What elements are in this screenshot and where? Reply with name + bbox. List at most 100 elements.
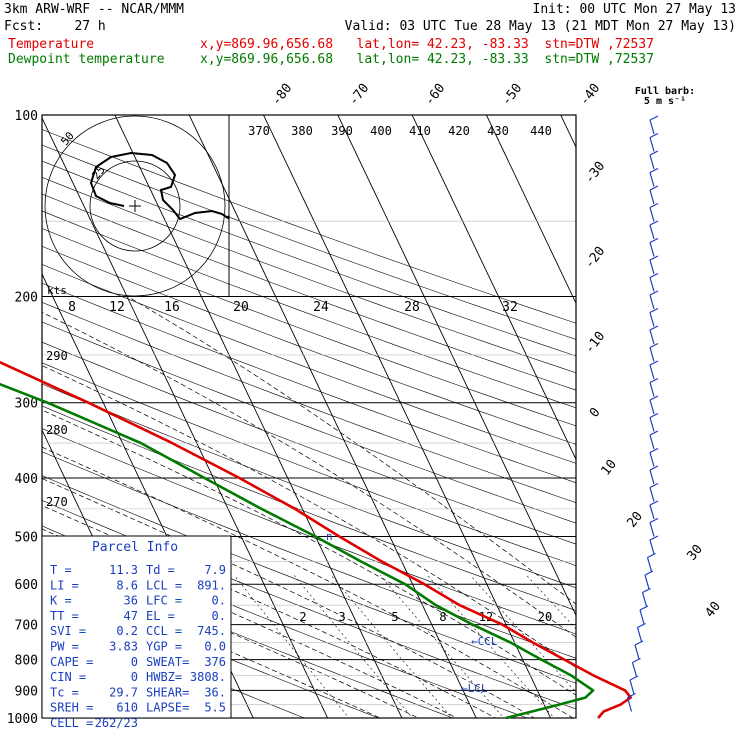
isotherm-line xyxy=(0,102,36,731)
wind-barb xyxy=(646,557,653,572)
hodograph-ring-label-50: 50 xyxy=(58,129,76,148)
wind-barb xyxy=(631,662,638,677)
dry-adiabat xyxy=(42,245,576,445)
pressure-tick-label: 200 xyxy=(15,291,38,306)
wind-barb xyxy=(649,312,655,327)
pressure-tick-label: 900 xyxy=(15,684,38,699)
theta-label-top: 370 xyxy=(248,124,270,138)
parcel-info-cell: LAPSE= xyxy=(146,701,189,715)
theta-labels: 370 380 390 400 410 420 430 440 290 280 270 xyxy=(46,124,552,509)
legend-temperature-info: x,y=869.96,656.68 lat,lon= 42.23, -83.33… xyxy=(200,37,654,52)
valid-time: Valid: 03 UTC Tue 28 May 13 (21 MDT Mon … xyxy=(345,19,736,34)
isotherm-label: -20 xyxy=(582,244,608,272)
mixing-ratio-label-lower: 3 xyxy=(338,610,345,624)
parcel-info-cell: 8.6 xyxy=(116,578,138,592)
wind-barb xyxy=(649,434,655,450)
wind-barb-flag xyxy=(649,115,659,121)
ccl-marker: ←CCL xyxy=(471,635,498,648)
wind-barb xyxy=(649,259,655,275)
wind-barb-flag xyxy=(649,307,659,314)
legend-dewpoint-info: x,y=869.96,656.68 lat,lon= 42.23, -83.33… xyxy=(200,52,654,67)
dry-adiabat xyxy=(42,362,576,566)
mixing-ratio-label-upper: 24 xyxy=(313,300,329,315)
wind-barb xyxy=(649,154,655,170)
isotherm-label: 0 xyxy=(587,405,604,420)
wind-barb xyxy=(649,469,655,485)
isotherm-labels: -80 -70 -60 -50 -40 -30 -20 -10 0 10 20 30 40 xyxy=(269,81,724,621)
legend-dewpoint-label: Dewpoint temperature xyxy=(8,52,165,67)
pressure-tick-label: 800 xyxy=(15,654,38,669)
wind-barb xyxy=(649,242,655,257)
dry-adiabat xyxy=(42,579,380,718)
wind-barb xyxy=(649,452,655,467)
wind-barb-flag xyxy=(637,622,646,629)
wind-barb xyxy=(649,399,655,415)
wind-barb-flag xyxy=(649,482,659,489)
isotherm-line xyxy=(337,115,576,617)
mixing-ratio-label-lower: 5 xyxy=(391,610,398,624)
mixing-ratio-label-lower: 20 xyxy=(538,610,552,624)
parcel-info-cell: SWEAT= xyxy=(146,655,189,669)
wind-barb xyxy=(641,592,648,607)
hodograph-ring-inner xyxy=(89,160,181,252)
isotherm-label: -60 xyxy=(422,81,448,109)
parcel-info-cell: SVI = xyxy=(50,624,86,638)
mixing-ratio-label-upper: 16 xyxy=(164,300,180,315)
parcel-info-cell: 47 xyxy=(124,609,138,623)
lcl-marker: ←LCL xyxy=(461,682,488,695)
forecast-hour: Fcst: 27 h xyxy=(4,19,106,34)
pressure-tick-label: 500 xyxy=(15,530,38,545)
wind-barb-flag xyxy=(649,185,659,191)
hodograph-trace xyxy=(89,151,230,221)
wind-barb-flag xyxy=(649,360,659,366)
isotherm-label: -30 xyxy=(582,159,608,187)
init-time: Init: 00 UTC Mon 27 May 13 xyxy=(533,2,737,17)
parcel-info-cell: 0. xyxy=(212,594,226,608)
pressure-tick-label: 400 xyxy=(15,472,38,487)
parcel-info-cell: 0.2 xyxy=(116,624,138,638)
moist-adiabat xyxy=(127,296,576,605)
wind-barb xyxy=(649,119,655,135)
isotherm-label: 30 xyxy=(685,542,706,564)
isotherm-line xyxy=(42,116,329,718)
parcel-info-cell: CIN = xyxy=(50,670,86,684)
mixing-ratio-label-lower: 8 xyxy=(439,610,446,624)
dry-adiabat xyxy=(42,405,576,611)
theta-label-top: 400 xyxy=(370,124,392,138)
full-barb-value: 5 m s⁻¹ xyxy=(644,96,686,107)
isotherm-line xyxy=(411,115,576,461)
dry-adiabats xyxy=(42,129,576,718)
wind-barb-flag xyxy=(642,587,651,594)
wind-barb-flag xyxy=(649,272,659,279)
parcel-info-cell: 0 xyxy=(131,670,138,684)
dry-adiabat xyxy=(42,475,576,684)
parcel-info-cell: 610 xyxy=(116,701,138,715)
parcel-info-box xyxy=(41,535,232,719)
moist-adiabat xyxy=(42,311,576,638)
wind-barb xyxy=(649,277,655,292)
wind-barb-flag xyxy=(627,692,636,699)
parcel-info-cell: 0.0 xyxy=(204,640,226,654)
parcel-info-cell: YGP = xyxy=(146,640,182,654)
isotherm-line xyxy=(485,115,576,305)
isotherm-label: 20 xyxy=(625,509,646,531)
pressure-tick-label: 600 xyxy=(15,578,38,593)
wind-barb xyxy=(639,609,645,625)
parcel-info-cell: 36 xyxy=(124,594,138,608)
parcel-info-cell: HWBZ= xyxy=(146,670,182,684)
parcel-info-cell: LCL = xyxy=(146,578,182,592)
wind-barb-flag xyxy=(649,290,659,296)
parcel-info-cell: 745. xyxy=(197,624,226,638)
mixing-ratio-label-upper: 28 xyxy=(404,300,420,315)
wind-barb-flag xyxy=(629,675,639,681)
parcel-info-cell: PW = xyxy=(50,640,79,654)
parcel-info-cell: EL = xyxy=(146,609,175,623)
dewpoint-trace xyxy=(0,382,595,720)
mixing-ratio-lines xyxy=(233,575,576,718)
wind-barb-flag xyxy=(634,640,644,646)
wind-barb xyxy=(649,224,655,240)
wind-barb-flag xyxy=(649,465,659,471)
wind-barb-flag xyxy=(649,535,659,541)
isotherm-label: 10 xyxy=(599,457,620,479)
parcel-info-cell: SHEAR= xyxy=(146,685,189,699)
